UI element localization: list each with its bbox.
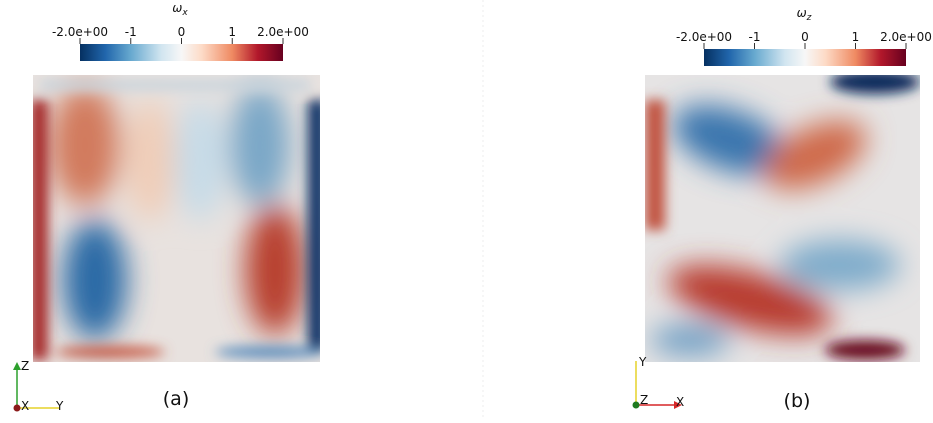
title-subscript: x — [181, 8, 188, 18]
colorbar-tick-label: 2.0e+00 — [257, 25, 309, 39]
vorticity-field — [645, 75, 920, 362]
caption: (b) — [784, 390, 811, 412]
axis-label: Y — [638, 355, 647, 369]
title-subscript: z — [806, 13, 812, 23]
colorbar-title: ωx — [172, 1, 188, 18]
colorbar — [704, 49, 906, 66]
colorbar-tick-label: -2.0e+00 — [52, 25, 108, 39]
vorticity-field — [33, 75, 320, 362]
axis-label: Z — [21, 359, 29, 373]
colorbar-tick-label: 1 — [228, 25, 236, 39]
axis-label: Y — [55, 399, 64, 413]
title-symbol: ω — [172, 1, 182, 15]
colorbar — [80, 44, 283, 61]
axes-triad: Z X Y — [13, 359, 64, 413]
colorbar-tick-label: 0 — [178, 25, 186, 39]
axis-label: X — [676, 395, 684, 409]
axis-label: Z — [640, 393, 648, 407]
colorbar-title: ωz — [797, 6, 812, 23]
colorbar-tick-label: 2.0e+00 — [880, 30, 932, 44]
colorbar-tick-label: -1 — [125, 25, 137, 39]
axis-label: X — [21, 399, 29, 413]
axes-triad: Y Z X — [632, 355, 684, 409]
colorbar-tick-label: 1 — [852, 30, 860, 44]
caption: (a) — [163, 388, 189, 410]
colorbar-tick-label: -1 — [749, 30, 761, 44]
colorbar-tick-label: -2.0e+00 — [676, 30, 732, 44]
title-symbol: ω — [797, 6, 807, 20]
colorbar-tick-label: 0 — [801, 30, 809, 44]
